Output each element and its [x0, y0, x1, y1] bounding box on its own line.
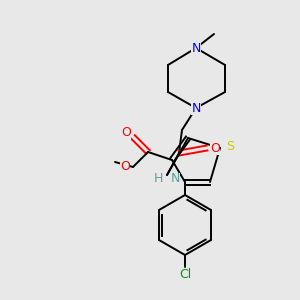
Text: N: N — [191, 41, 201, 55]
Text: O: O — [121, 127, 131, 140]
Text: S: S — [226, 140, 234, 152]
Text: H: H — [154, 172, 163, 185]
Text: O: O — [120, 160, 130, 173]
Text: O: O — [210, 142, 220, 154]
Text: N: N — [171, 172, 180, 185]
Text: Cl: Cl — [179, 268, 191, 281]
Text: N: N — [191, 101, 201, 115]
